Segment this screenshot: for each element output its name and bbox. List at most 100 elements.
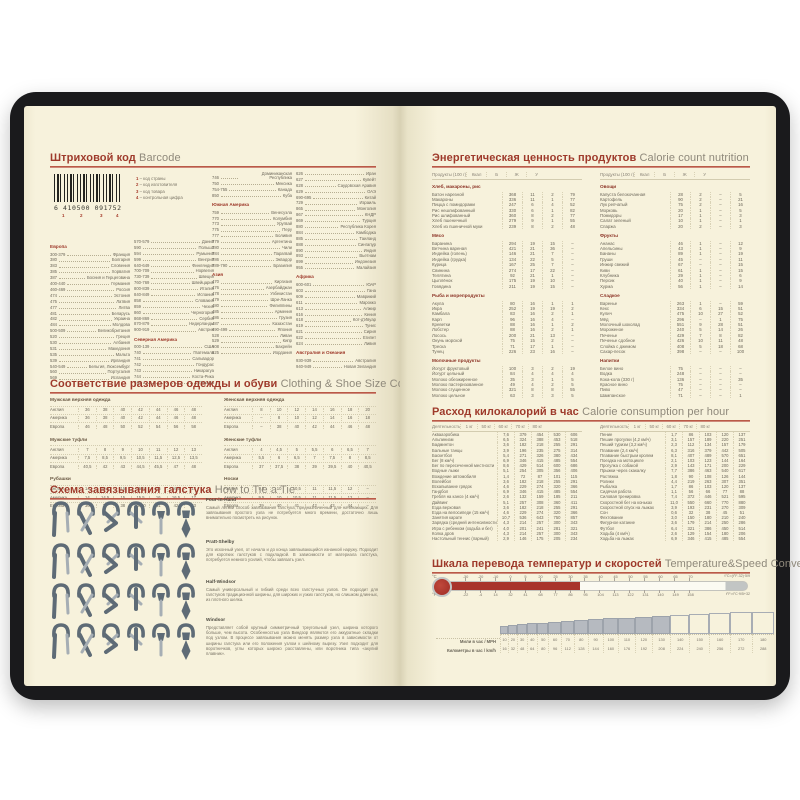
country-code-row: 800-839 Италия (134, 286, 214, 291)
dot-leader (67, 331, 96, 333)
activity-value: 554 (733, 536, 750, 542)
country-name: Франция (112, 251, 130, 257)
activity-name: Ролики (600, 478, 614, 484)
food-value: – (710, 283, 730, 289)
size-value: 9,5 (252, 487, 270, 492)
column-header: Деятельность (600, 424, 629, 429)
country-code-row: 627 Кувейт (296, 177, 376, 182)
size-row-label: Англия (224, 446, 238, 452)
food-value: 100 (730, 348, 750, 355)
food-value: – (562, 278, 582, 284)
food-row: Свинина 274 17 22– (432, 267, 582, 273)
size-value: 43 (322, 504, 341, 509)
column-header: Б (654, 172, 674, 177)
country-name: Украина (114, 316, 130, 322)
country-code-row: 930-939 Австралия (296, 358, 376, 363)
country-code: 628 (296, 182, 303, 188)
country-code-row: 387 Босния и Герцеговина (50, 275, 130, 280)
activity-row: Езда верховая 3,6 182 218 255 291 (432, 504, 582, 511)
food-row: Апельсины 43 1–9 (600, 246, 750, 252)
size-value: 10,5 (131, 455, 149, 461)
size-value: – (252, 416, 270, 421)
food-value: 96 (502, 316, 522, 322)
food-value: 1 (542, 343, 562, 349)
size-value: 44,5 (131, 464, 149, 469)
dot-leader (221, 196, 281, 198)
food-value: 20 (670, 223, 690, 230)
speed-square-cell (618, 612, 635, 634)
speed-grid: Мили в час / MPH 10 20 30 40 50 60 70 80 90 100 110… (436, 611, 774, 653)
country-name: Молдова (112, 322, 131, 328)
food-value: 56 (670, 283, 690, 289)
food-value: – (562, 256, 582, 263)
activity-value: 235 (531, 447, 548, 453)
activity-value: 514 (733, 525, 750, 531)
kmh-value: 48 (516, 644, 527, 653)
country-code: 618 (296, 317, 303, 323)
barcode-legend-item: 3 – код товара (136, 188, 165, 194)
food-row: Хлеб пшеничный 279 9 1 55 (432, 218, 582, 224)
speed-square (573, 620, 588, 634)
food-name: Шампанское (600, 392, 626, 398)
size-value: 47 (166, 464, 185, 469)
country-name: Македония (108, 345, 130, 351)
food-value: 11 (710, 338, 730, 344)
celsius-unit: °C (432, 574, 437, 579)
country-name: Турция (362, 218, 376, 224)
size-value: 14,5 (95, 495, 114, 501)
activity-value: 193 (682, 504, 699, 511)
tick-mark (510, 590, 512, 593)
size-value: 38 (95, 416, 114, 421)
country-code-row: 621 Сирия (296, 329, 376, 334)
activity-row: Альпинизм 6,5 324 388 453 518 (432, 437, 582, 443)
country-name: Германия (111, 281, 130, 287)
food-value: – (710, 348, 730, 355)
food-value: – (690, 381, 710, 388)
food-value: – (690, 365, 710, 372)
dot-leader (221, 224, 275, 226)
food-value: 43 (670, 246, 690, 252)
country-name: США (204, 344, 214, 350)
celsius-label: -30 (462, 574, 469, 579)
size-value: 9,5 (113, 455, 131, 461)
activity-value: 3,9 (665, 504, 682, 511)
activity-value: 379 (514, 432, 531, 438)
celsius-label: -20 (477, 574, 484, 579)
country-code: 400-440 (50, 281, 66, 287)
food-value: – (710, 278, 730, 284)
dot-leader (143, 359, 191, 361)
size-value: 42 (95, 464, 114, 469)
activity-section-title: Расход килокалорий в час Calorie consump… (432, 406, 750, 422)
food-value: 8 (522, 223, 542, 230)
country-code-row: 754-755 Канада (212, 187, 292, 192)
food-value: 5 (562, 376, 582, 382)
tick-mark (629, 578, 631, 581)
country-code-row: 570-579 Дания (134, 239, 214, 244)
country-name: Исландия (110, 375, 130, 381)
food-value: 19 (562, 365, 582, 372)
activity-value: 485 (716, 536, 733, 542)
country-name: Гана (366, 287, 376, 293)
country-name: Азербайджан (265, 285, 292, 291)
food-name: Окунь морской (432, 338, 463, 344)
country-name: Вьетнам (359, 253, 376, 259)
food-name: Икра (432, 305, 442, 311)
activity-value: 255 (548, 504, 565, 511)
activity-name: Езда верховая (432, 504, 461, 510)
country-code-row: 860 Черногория (134, 310, 214, 315)
country-code-row: 531 Македония (50, 345, 130, 351)
size-value: 7 (358, 447, 376, 452)
size-value: 11 (305, 495, 323, 501)
speed-square-cell (751, 611, 774, 634)
activity-value: 660 (699, 499, 716, 505)
food-value: – (562, 343, 582, 349)
activity-row: Силовая тренировка 7,4 372 446 521 595 (600, 494, 750, 500)
activity-value: 429 (514, 463, 531, 469)
dot-leader (229, 190, 276, 192)
fahrenheit-label: 77 (553, 592, 558, 597)
activity-value: 356 (548, 468, 565, 474)
country-code: 625 (212, 350, 219, 356)
food-value: – (710, 191, 730, 197)
country-name: Бахрейн (275, 344, 292, 350)
